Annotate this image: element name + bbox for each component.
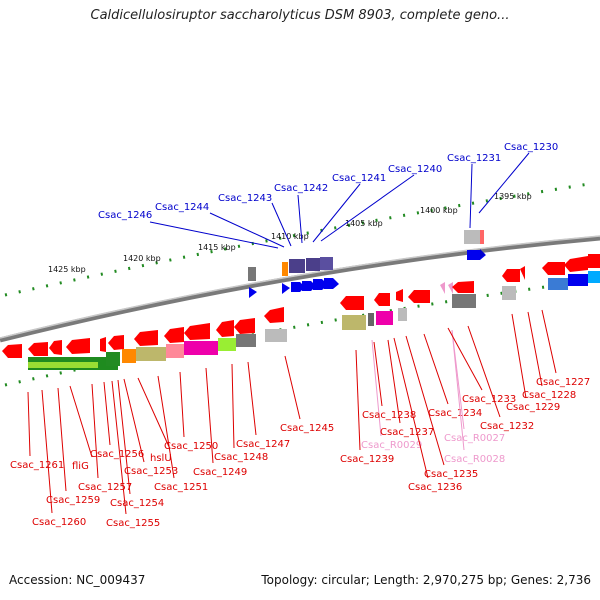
leader-line xyxy=(117,379,131,495)
leader-line xyxy=(527,311,543,387)
leader-line xyxy=(284,355,301,420)
leader-line xyxy=(137,377,171,450)
leader-line xyxy=(423,333,449,405)
scale-label: 1400 kbp xyxy=(420,206,458,215)
gene-label-bottom: Csac_R0029 xyxy=(361,440,422,451)
gene-label-bottom: Csac_1255 xyxy=(106,518,160,529)
gene-label-bottom: Csac_1248 xyxy=(214,452,268,463)
gene-label-bottom: Csac_1249 xyxy=(193,467,247,478)
gene-label-bottom: Csac_1259 xyxy=(46,495,100,506)
gene-label-bottom: Csac_1234 xyxy=(428,408,482,419)
leader-line xyxy=(231,363,235,449)
gene-label-bottom: Csac_1239 xyxy=(340,454,394,465)
map-title: Caldicellulosiruptor saccharolyticus DSM… xyxy=(90,8,510,23)
gene-label-bottom: Csac_1228 xyxy=(522,390,576,401)
leader-line xyxy=(405,335,445,466)
gene-label-bottom: Csac_1238 xyxy=(362,410,416,421)
gene-label-bottom: hslU xyxy=(150,453,172,464)
leader-line xyxy=(271,202,292,247)
gene-label-bottom: Csac_1237 xyxy=(380,427,434,438)
gene-label-top: Csac_1243 xyxy=(218,193,272,204)
gene-label-bottom: Csac_R0028 xyxy=(444,454,505,465)
gene-label-bottom: Csac_1257 xyxy=(78,482,132,493)
leader-line xyxy=(511,313,527,399)
scale-label: 1395 kbp xyxy=(494,192,532,201)
leader-line xyxy=(157,375,175,479)
leader-line xyxy=(373,341,383,407)
gene-label-bottom: Csac_1233 xyxy=(462,394,516,405)
gene-label-bottom: Csac_1229 xyxy=(506,402,560,413)
leader-line xyxy=(447,327,483,391)
leader-line xyxy=(209,212,285,248)
scale-label: 1405 kbp xyxy=(345,219,383,228)
left-red-row xyxy=(2,318,256,370)
leader-line xyxy=(205,367,214,464)
gene-label-top: Csac_1246 xyxy=(98,210,152,221)
gene-label-bottom: Csac_1235 xyxy=(424,469,478,480)
gene-label-bottom: Csac_1236 xyxy=(408,482,462,493)
gene-label-bottom: Csac_1251 xyxy=(154,482,208,493)
leader-line xyxy=(478,152,530,214)
gene-label-bottom: Csac_1260 xyxy=(32,517,86,528)
scale-label: 1410 kbp xyxy=(271,232,309,241)
top-features xyxy=(248,230,486,298)
leader-line xyxy=(320,174,415,242)
gene-label-top: Csac_1244 xyxy=(155,202,209,213)
scale-label: 1425 kbp xyxy=(48,265,86,274)
gene-label-bottom: Csac_1254 xyxy=(110,498,164,509)
right-red-row xyxy=(264,254,600,342)
accession-label: Accession: NC_009437 xyxy=(9,573,146,587)
leader-line xyxy=(149,221,279,249)
gene-label-top: Csac_1242 xyxy=(274,183,328,194)
leader-line xyxy=(451,329,465,430)
genome-backbone xyxy=(0,235,600,343)
leader-line xyxy=(103,381,111,446)
gene-label-bottom: fliG xyxy=(72,461,89,472)
scale-labels: 1425 kbp 1420 kbp 1415 kbp 1410 kbp 1405 kbp… xyxy=(48,192,532,274)
gene-label-top: Csac_1241 xyxy=(332,173,386,184)
leader-line xyxy=(57,387,67,492)
leader-line xyxy=(371,339,382,437)
gene-label-bottom: Csac_1227 xyxy=(536,377,590,388)
gene-label-bottom: Csac_R0027 xyxy=(444,433,505,444)
tick-row-outer xyxy=(4,181,596,297)
leader-line xyxy=(179,371,185,438)
gene-label-bottom: Csac_1256 xyxy=(90,449,144,460)
topology-stats: Topology: circular; Length: 2,970,275 bp… xyxy=(261,573,591,587)
leader-line xyxy=(247,361,257,436)
leader-line xyxy=(297,194,303,244)
leader-line xyxy=(91,383,99,479)
leader-line xyxy=(111,380,127,515)
leader-line xyxy=(69,385,93,458)
leader-line xyxy=(355,349,361,451)
leader-line xyxy=(27,391,31,457)
gene-label-bottom: Csac_1247 xyxy=(236,439,290,450)
scale-label: 1420 kbp xyxy=(123,254,161,263)
gene-label-top: Csac_1240 xyxy=(388,164,442,175)
gene-label-bottom: Csac_1261 xyxy=(10,460,64,471)
leader-line xyxy=(312,183,361,243)
gene-label-bottom: Csac_1232 xyxy=(480,421,534,432)
gene-label-bottom: Csac_1250 xyxy=(164,441,218,452)
scale-label: 1415 kbp xyxy=(198,243,236,252)
leader-line xyxy=(469,163,473,229)
leader-line xyxy=(41,389,53,514)
gene-label-bottom: Csac_1245 xyxy=(280,423,334,434)
leader-line xyxy=(467,325,501,418)
leader-line xyxy=(393,337,429,479)
gene-label-bottom: Csac_1253 xyxy=(124,466,178,477)
leader-line xyxy=(541,309,557,374)
gene-label-top: Csac_1231 xyxy=(447,153,501,164)
gene-label-top: Csac_1230 xyxy=(504,142,558,153)
leader-line xyxy=(123,378,145,463)
leader-line xyxy=(387,339,401,424)
